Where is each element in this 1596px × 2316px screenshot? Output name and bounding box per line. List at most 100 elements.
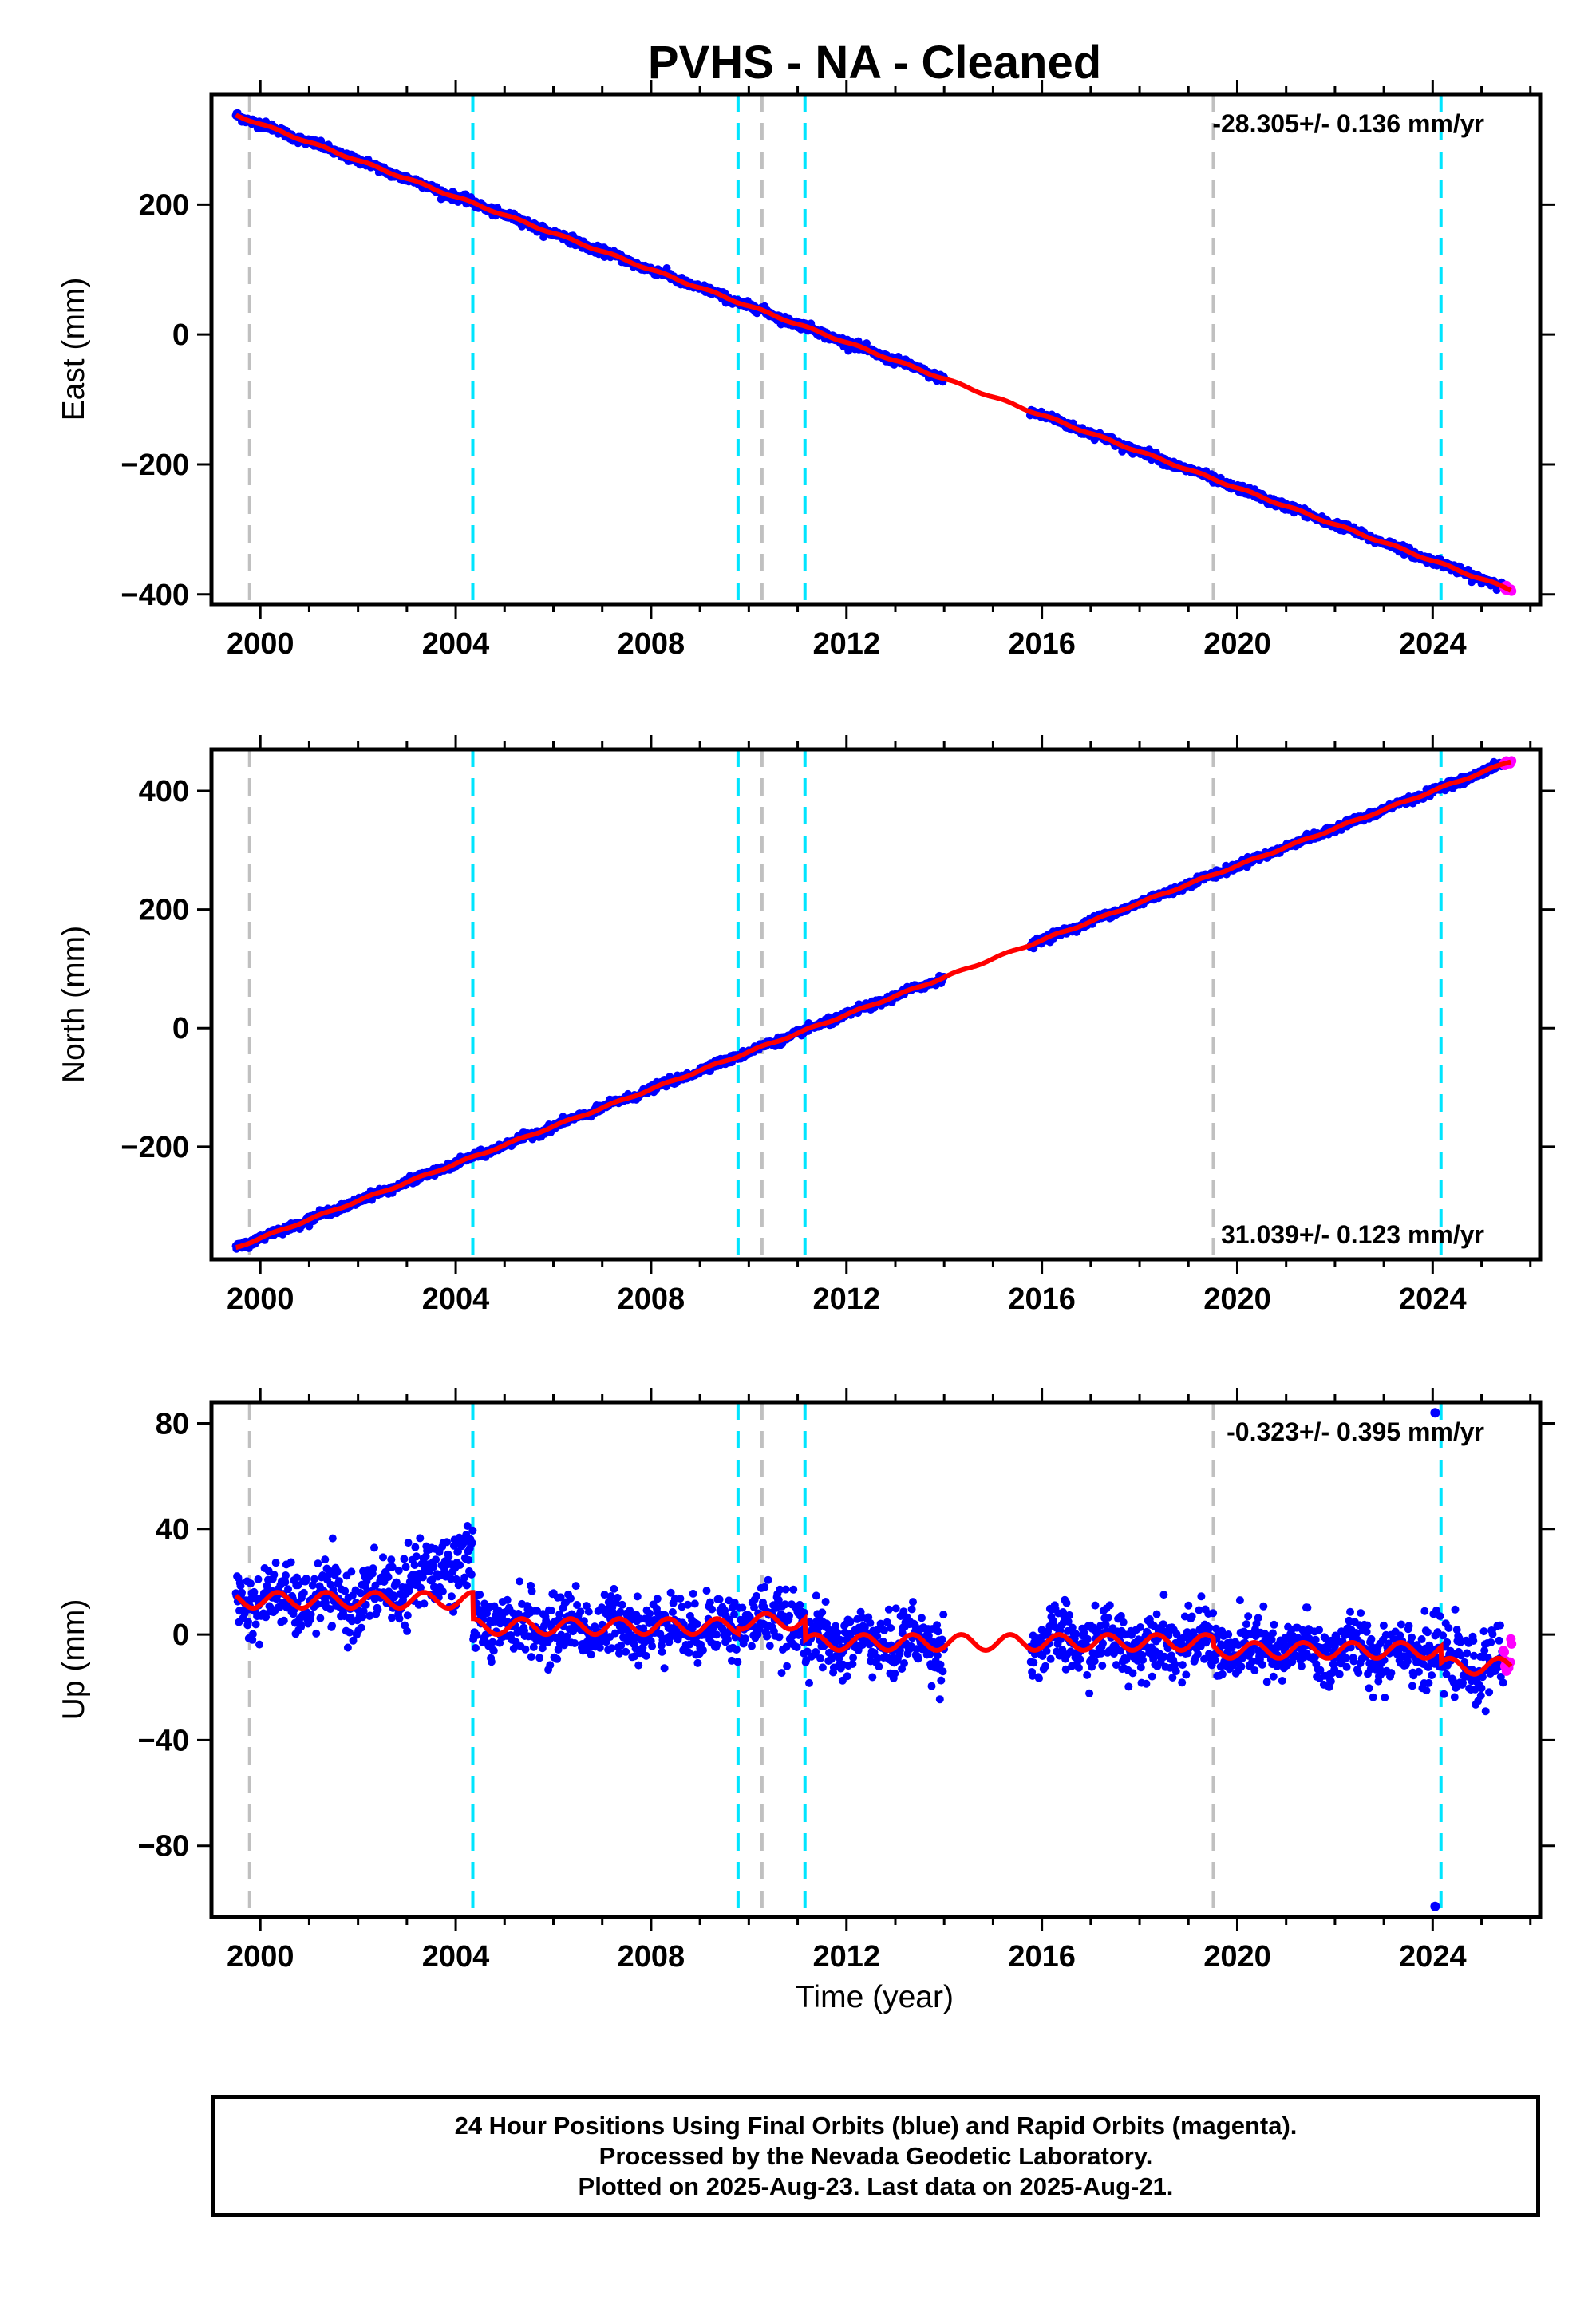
data-point bbox=[447, 1592, 456, 1601]
data-point bbox=[653, 1595, 662, 1603]
data-point bbox=[251, 1620, 260, 1629]
data-point bbox=[622, 1647, 630, 1656]
north-panel: 2000 2004 2008 2012 2016 2020 20244002000−200N… bbox=[57, 735, 1555, 1316]
data-point bbox=[394, 1566, 403, 1575]
data-point bbox=[411, 1543, 420, 1551]
data-point bbox=[432, 1555, 440, 1564]
data-point bbox=[503, 1595, 512, 1604]
data-point bbox=[412, 1552, 421, 1561]
data-point bbox=[306, 1610, 315, 1618]
data-point bbox=[310, 1575, 318, 1583]
data-point bbox=[429, 1563, 438, 1571]
data-point bbox=[347, 1567, 356, 1576]
data-point bbox=[314, 1559, 322, 1568]
data-point bbox=[634, 1661, 643, 1670]
y-axis-label: East (mm) bbox=[57, 278, 91, 421]
y-tick-label: −200 bbox=[120, 449, 189, 482]
data-point bbox=[553, 1654, 562, 1663]
data-point bbox=[333, 1567, 342, 1576]
data-point bbox=[247, 1579, 255, 1588]
data-point bbox=[584, 1607, 593, 1616]
rate-label: 31.039+/- 0.123 mm/yr bbox=[1221, 1220, 1484, 1249]
data-point bbox=[468, 1526, 477, 1535]
data-point bbox=[487, 1658, 496, 1666]
data-point bbox=[334, 1577, 343, 1586]
data-point bbox=[535, 1654, 544, 1662]
data-point bbox=[282, 1571, 290, 1579]
data-point bbox=[404, 1539, 413, 1547]
x-tick-label: 2004 bbox=[422, 1282, 490, 1316]
data-point bbox=[444, 1552, 453, 1561]
data-point bbox=[610, 1584, 618, 1593]
data-point bbox=[567, 1594, 575, 1603]
data-point bbox=[321, 1555, 330, 1564]
data-point bbox=[468, 1539, 476, 1547]
data-point bbox=[416, 1534, 425, 1543]
data-point bbox=[658, 1647, 666, 1656]
data-point bbox=[527, 1653, 535, 1662]
data-point bbox=[456, 1561, 464, 1570]
data-point bbox=[587, 1650, 595, 1659]
x-tick-label: 2016 bbox=[1008, 627, 1076, 661]
data-point bbox=[546, 1661, 555, 1670]
y-tick-label: −400 bbox=[120, 579, 189, 612]
data-point bbox=[438, 1587, 447, 1595]
data-point bbox=[410, 1561, 419, 1569]
data-point bbox=[463, 1581, 471, 1590]
y-tick-label: 0 bbox=[172, 1012, 189, 1045]
data-point bbox=[476, 1591, 484, 1599]
data-point bbox=[297, 1622, 306, 1631]
data-point bbox=[328, 1534, 337, 1543]
data-point bbox=[516, 1577, 524, 1586]
data-point bbox=[271, 1559, 280, 1567]
data-point bbox=[646, 1609, 654, 1618]
plot-area bbox=[231, 94, 1517, 604]
data-point bbox=[395, 1614, 404, 1623]
data-point bbox=[420, 1599, 429, 1608]
data-point bbox=[286, 1558, 295, 1567]
data-point bbox=[571, 1582, 580, 1591]
data-point bbox=[571, 1639, 579, 1647]
data-point bbox=[547, 1607, 555, 1615]
data-point bbox=[279, 1616, 288, 1625]
data-point bbox=[527, 1587, 536, 1595]
x-tick-label: 2000 bbox=[227, 1282, 294, 1316]
data-point bbox=[384, 1573, 393, 1582]
data-point bbox=[576, 1607, 585, 1616]
x-tick-label: 2020 bbox=[1203, 1282, 1271, 1316]
data-point bbox=[648, 1642, 657, 1650]
x-tick-label: 2012 bbox=[812, 1282, 880, 1316]
final-orbit-points bbox=[231, 1522, 1507, 1716]
x-tick-label: 2020 bbox=[1203, 627, 1271, 661]
data-point bbox=[379, 1553, 387, 1562]
data-point bbox=[618, 1600, 626, 1609]
data-point bbox=[369, 1564, 377, 1573]
data-point bbox=[660, 1664, 669, 1673]
data-point bbox=[299, 1588, 308, 1597]
x-tick-label: 2024 bbox=[1399, 627, 1467, 661]
data-point bbox=[254, 1575, 263, 1583]
y-axis-label: North (mm) bbox=[57, 926, 91, 1083]
up-panel: 2000 2004 2008 2012 2016 2020 202480400−40−80U… bbox=[57, 1388, 1555, 1974]
x-tick-label: 2016 bbox=[1008, 1282, 1076, 1316]
figure-title: PVHS - NA - Cleaned bbox=[648, 37, 1101, 89]
data-point bbox=[400, 1555, 409, 1563]
x-tick-label: 2004 bbox=[422, 627, 490, 661]
data-point bbox=[472, 1644, 480, 1652]
plot-area bbox=[231, 749, 1517, 1259]
model-fit-line bbox=[234, 113, 1512, 593]
data-point bbox=[357, 1623, 365, 1632]
data-point bbox=[284, 1585, 292, 1594]
data-point bbox=[343, 1643, 352, 1652]
data-point bbox=[467, 1570, 476, 1579]
data-point bbox=[370, 1543, 378, 1552]
x-tick-label: 2008 bbox=[618, 627, 685, 661]
y-tick-label: 0 bbox=[172, 318, 189, 352]
rate-label: -28.305+/- 0.136 mm/yr bbox=[1212, 109, 1484, 138]
data-point bbox=[302, 1575, 310, 1583]
data-point bbox=[255, 1640, 263, 1649]
data-point bbox=[244, 1618, 252, 1626]
data-point bbox=[613, 1593, 622, 1602]
data-point bbox=[316, 1614, 325, 1622]
data-point bbox=[373, 1605, 382, 1614]
